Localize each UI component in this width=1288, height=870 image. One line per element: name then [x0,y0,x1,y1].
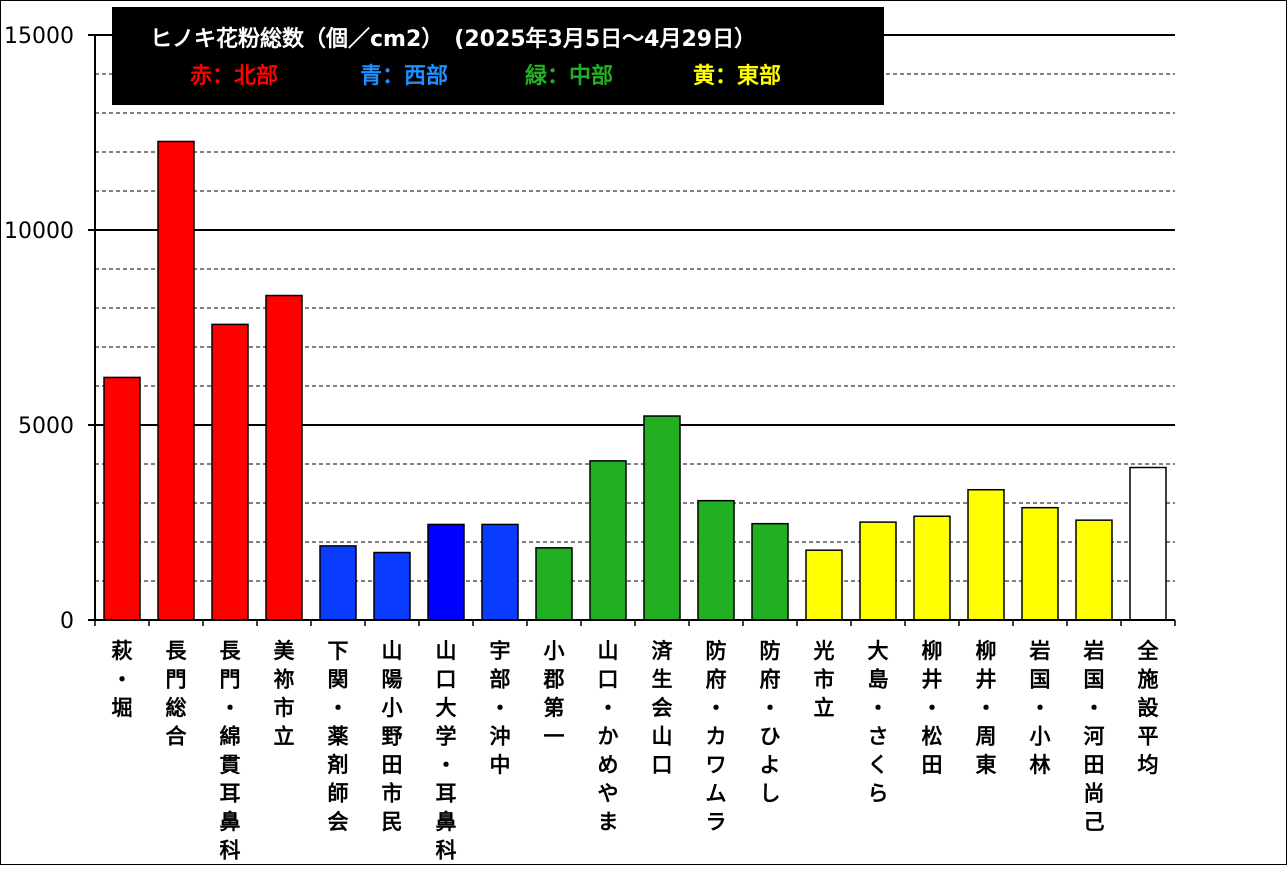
x-tick-label: 長門総合 [166,639,188,749]
bar [535,547,573,621]
y-tick-labels: 0 5000 10000 15000 [4,24,74,634]
bar [265,294,303,621]
bar [481,523,519,621]
bar [103,376,141,621]
x-tick-label: 小郡第一 [543,639,565,749]
chart-title: ヒノキ花粉総数（個／cm2） (2025年3月5日～4月29日） [150,26,756,52]
legend-entry: 青：西部 [360,63,448,89]
x-tick-label: 山口・かめやま [598,639,619,834]
x-tick-label: 長門・綿貫耳鼻科 [220,639,242,863]
bar [805,549,843,621]
title-background [112,7,884,105]
x-tick-label: 光市立 [813,639,835,720]
bar [211,323,249,621]
bar [751,522,789,621]
x-tick-label: 岩国・河田尚己 [1083,639,1105,834]
x-tick-label: 美祢市立 [274,639,295,749]
x-tick-label: 下関・薬剤師会 [327,639,349,834]
y-tick-label: 15000 [4,24,74,49]
bar [967,488,1005,621]
axis-layer [88,34,1176,626]
x-tick-label: 大島・さくら [868,639,889,806]
y-tick-label: 5000 [18,414,74,439]
bar [1129,466,1167,621]
bar [1075,519,1113,621]
bar [913,515,951,621]
x-tick-label: 済生会山口 [652,639,674,777]
bar [373,551,411,621]
legend: 赤：北部 青：西部 緑：中部 黄：東部 [190,63,781,89]
bar [859,521,897,621]
bar [1021,506,1059,621]
bars-layer [103,140,1167,621]
x-tick-label: 宇部・沖中 [490,639,511,777]
x-category-labels: 萩・堀 長門総合 長門・綿貫耳鼻科 美祢市立 下関・薬剤師会 山陽小野田市民 山口大学・耳鼻… [112,639,1160,863]
x-tick-label: 防府・カワムラ [706,639,727,834]
x-tick-label: 防府・ひよし [760,639,781,806]
x-tick-label: 柳井・周東 [976,639,997,777]
legend-entry: 黄：東部 [693,63,781,89]
bar [697,499,735,621]
title-box: ヒノキ花粉総数（個／cm2） (2025年3月5日～4月29日） 赤：北部 青：西… [112,7,884,105]
legend-entry: 緑：中部 [525,63,613,89]
bar [319,545,357,621]
x-tick-label: 柳井・松田 [922,639,943,777]
bar [157,140,195,621]
x-tick-label: 萩・堀 [112,639,133,720]
bar [427,523,465,621]
y-tick-label: 10000 [4,219,74,244]
y-tick-label: 0 [60,609,74,634]
x-tick-label: 山陽小野田市民 [382,639,403,834]
bar [589,460,627,621]
x-tick-label: 山口大学・耳鼻科 [436,639,457,863]
x-tick-label: 岩国・小林 [1029,639,1051,777]
x-tick-label: 全施設平均 [1137,639,1160,777]
legend-entry: 赤：北部 [190,63,278,89]
bar [643,415,681,621]
